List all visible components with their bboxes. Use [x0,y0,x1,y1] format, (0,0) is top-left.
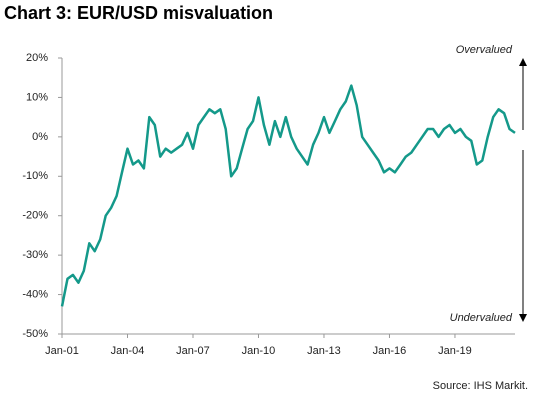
x-tick-label: Jan-01 [45,345,79,357]
source: Source: IHS Markit. [433,380,528,392]
x-tick-label: Jan-04 [111,345,145,357]
x-tick-label: Jan-16 [373,345,407,357]
x-tick-label: Jan-19 [438,345,472,357]
y-tick-label: -20% [22,210,48,222]
x-tick-label: Jan-10 [242,345,276,357]
annotation: Undervalued [450,312,513,324]
y-tick-label: -40% [22,288,48,300]
y-tick-label: -30% [22,249,48,261]
y-tick-label: -10% [22,170,48,182]
x-tick-label: Jan-07 [176,345,210,357]
annotation: Overvalued [456,44,513,56]
y-tick-label: 0% [32,131,48,143]
y-tick-label: -50% [22,328,48,340]
x-tick-label: Jan-13 [307,345,341,357]
chart-title: Chart 3: EUR/USD misvaluation [4,3,273,23]
y-tick-label: 20% [26,52,48,64]
line-series [60,84,516,307]
y-tick-label: 10% [26,91,48,103]
